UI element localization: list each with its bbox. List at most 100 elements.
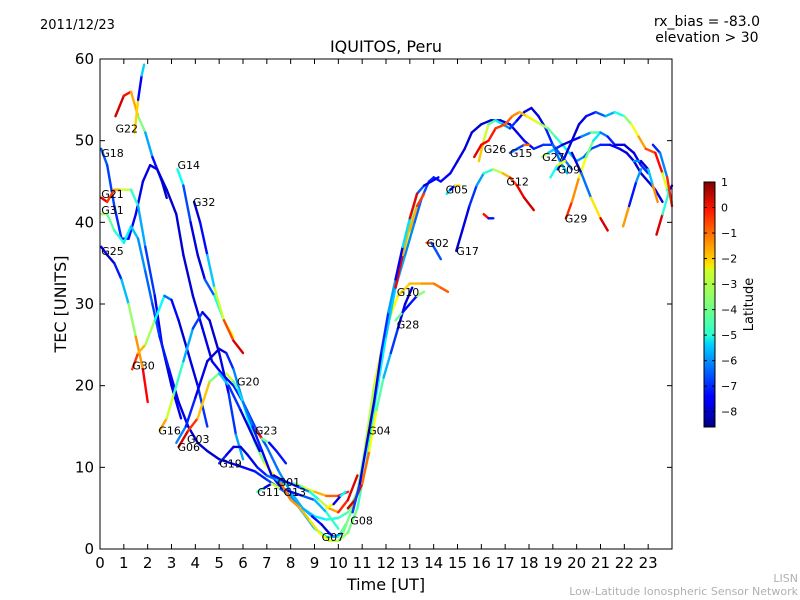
series-segment [299, 486, 311, 493]
series-segment [158, 335, 171, 371]
series-label-g26: G26 [484, 143, 507, 156]
series-segment [182, 327, 195, 363]
colorbar-tick-label: −8 [721, 406, 737, 419]
series-segment [644, 147, 657, 155]
series-segment [508, 176, 519, 187]
series-label-g19: G19 [219, 457, 242, 470]
series-segment [594, 110, 607, 118]
x-tick-label: 11 [353, 554, 372, 572]
series-pass-37 [632, 159, 659, 204]
series-segment [540, 151, 550, 159]
series-segment [415, 290, 426, 297]
series-segment [201, 311, 211, 322]
series-segment [589, 143, 602, 151]
colorbar-tick-label: −7 [721, 380, 737, 393]
series-segment [153, 294, 166, 322]
series-segment [192, 200, 202, 224]
x-axis: 0 1 2 3 4 5 6 7 8 9 10 11 12 13 14 15 16 17 18 19 20 21 22 23 [95, 59, 658, 572]
colorbar-tick-label: 0 [721, 202, 728, 215]
series-segment [639, 163, 650, 175]
series-segment [515, 131, 526, 142]
series-segment [175, 212, 185, 257]
series-segment [136, 114, 147, 134]
y-tick-label: 10 [75, 458, 94, 476]
series-segment [318, 531, 330, 542]
series-G05 [445, 184, 462, 196]
series-segment [394, 311, 404, 322]
series-G09 [556, 110, 664, 175]
series-segment [289, 490, 304, 510]
x-tick-label: 5 [214, 554, 224, 572]
series-label-g32: G32 [193, 196, 216, 209]
series-segment [251, 425, 264, 453]
series-segment [239, 445, 250, 457]
x-tick-label: 7 [262, 554, 272, 572]
series-segment [134, 180, 145, 216]
series-label-g23: G23 [255, 425, 278, 438]
series-segment [504, 114, 514, 126]
series-G02 [425, 241, 442, 261]
series-segment [599, 217, 609, 232]
x-tick-label: 18 [519, 554, 538, 572]
colorbar-tick-label: −4 [721, 304, 737, 317]
series-segment [396, 302, 407, 330]
y-axis: 0 10 20 30 40 50 60 [75, 50, 672, 558]
series-segment [229, 462, 245, 469]
x-tick-label: 9 [310, 554, 320, 572]
series-segment [129, 188, 140, 208]
series-segment [167, 368, 180, 404]
credit-long: Low-Latitude Ionospheric Sensor Network [569, 585, 798, 598]
series-segment [487, 119, 497, 126]
series-segment [122, 90, 133, 98]
series-segment [225, 445, 235, 457]
credit: LISN Low-Latitude Ionospheric Sensor Net… [569, 572, 798, 598]
series-segment [201, 327, 214, 363]
series-segment [539, 123, 550, 130]
series-segment [456, 147, 466, 163]
series-segment [394, 245, 404, 281]
series-segment [120, 278, 130, 306]
series-label-g29: G29 [565, 212, 588, 225]
x-tick-label: 17 [496, 554, 515, 572]
series-G22 [114, 90, 168, 200]
series-segment [144, 319, 157, 346]
series-G32 [192, 200, 245, 355]
series-segment [630, 123, 640, 138]
series-segment [122, 225, 133, 245]
series-label-g30: G30 [132, 359, 155, 372]
series-label-g10: G10 [397, 286, 420, 299]
series-segment [604, 110, 616, 118]
x-tick-label: 23 [639, 554, 658, 572]
series-segment [415, 192, 426, 208]
series-segment [232, 380, 240, 391]
colorbar-label: Latitude [742, 278, 757, 332]
series-segment [260, 437, 271, 444]
series-G06 [177, 372, 261, 453]
series-label-g14: G14 [178, 159, 201, 172]
series-segment [217, 372, 230, 387]
series-segment [206, 253, 216, 289]
series-segment [470, 123, 483, 134]
y-tick-label: 30 [75, 295, 94, 313]
series-segment [530, 106, 540, 118]
series-segment [301, 507, 314, 518]
series-segment [365, 400, 376, 444]
series-segment [463, 131, 473, 151]
series-segment [494, 123, 507, 130]
series-segment [337, 531, 350, 542]
series-segment [248, 429, 261, 453]
series-segment [308, 490, 321, 502]
x-tick-label: 22 [615, 554, 634, 572]
series-segment [320, 523, 330, 534]
series-G11 [256, 482, 280, 493]
x-tick-label: 3 [167, 554, 177, 572]
series-label-g11: G11 [257, 486, 280, 499]
series-segment [265, 445, 280, 473]
series-segment [177, 429, 190, 449]
series-segment [289, 482, 302, 489]
series-segment [654, 151, 664, 175]
series-segment [341, 507, 354, 534]
series-layer [99, 63, 674, 542]
x-tick-label: 1 [119, 554, 129, 572]
series-segment [279, 478, 292, 485]
